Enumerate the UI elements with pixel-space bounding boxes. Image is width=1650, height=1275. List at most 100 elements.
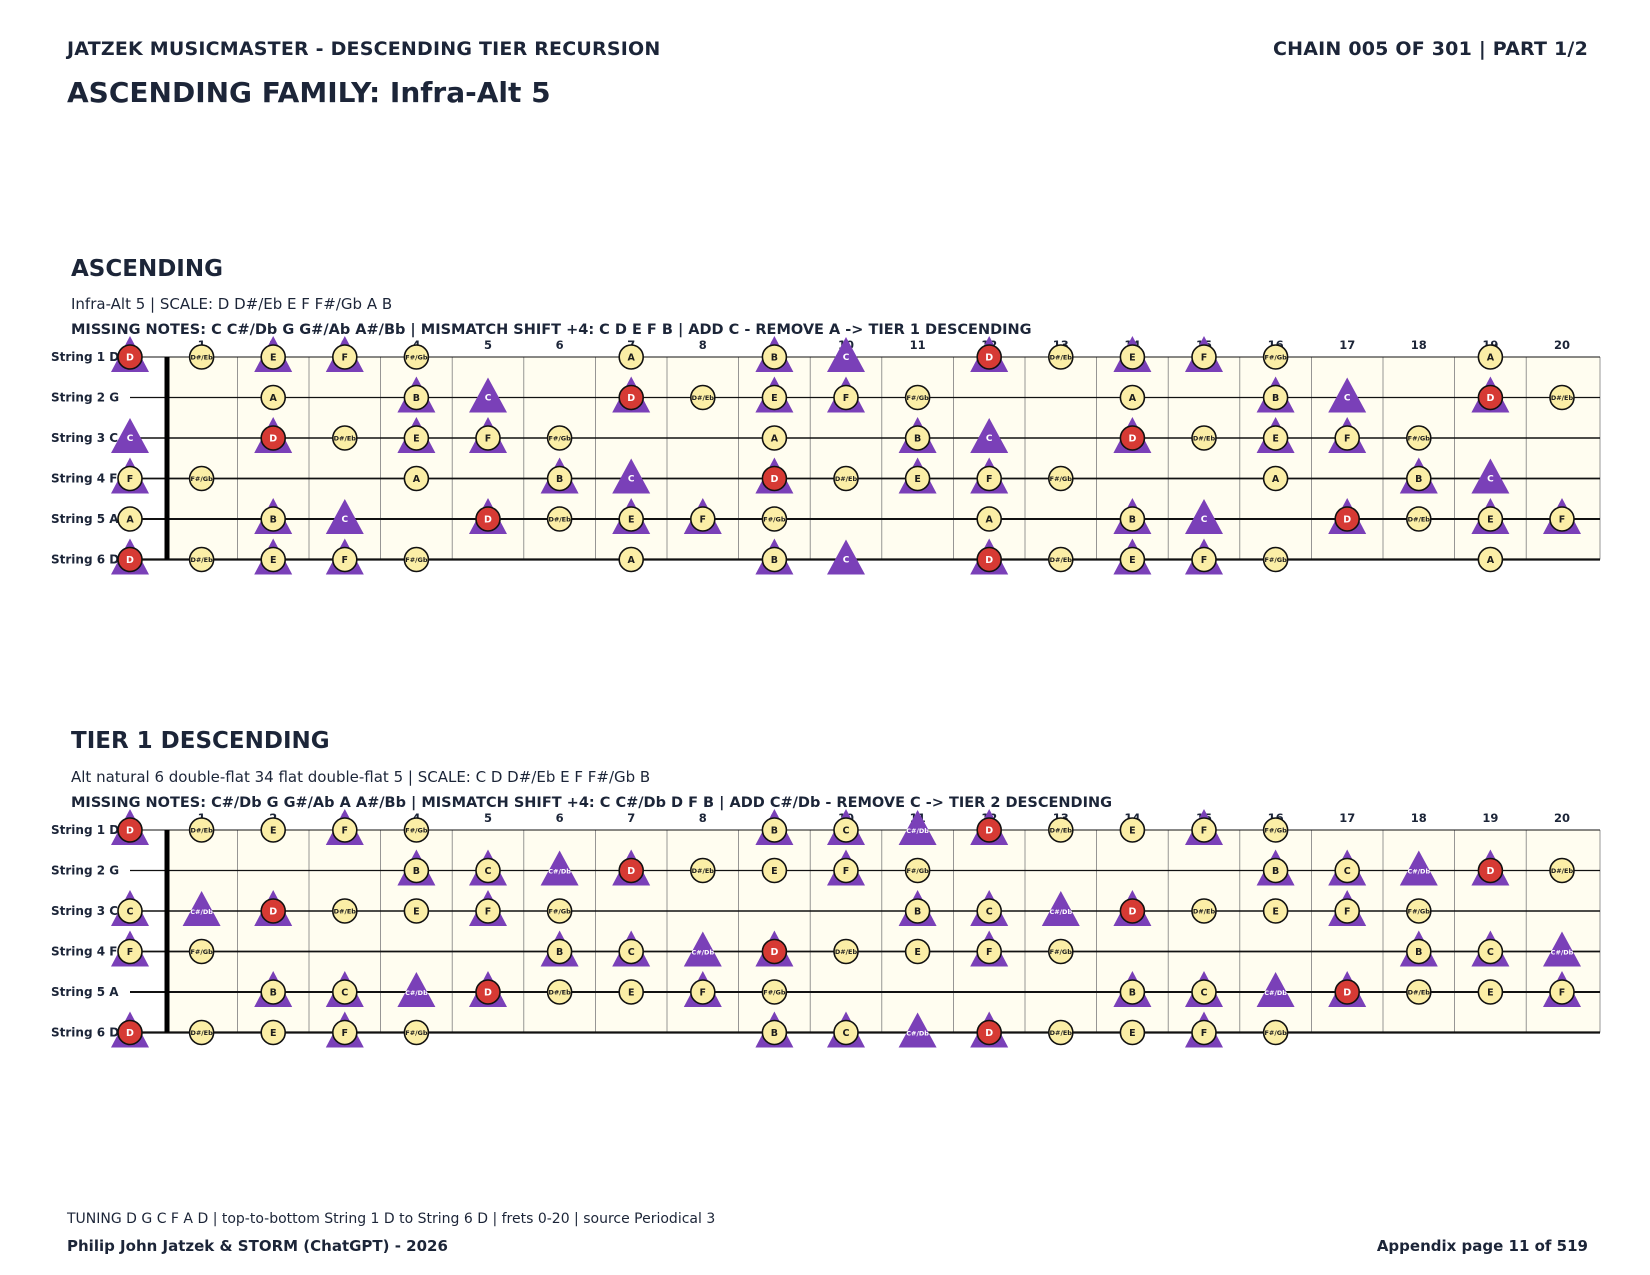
- scale-note-circle: [761, 1019, 788, 1046]
- note-label: D: [985, 555, 993, 566]
- note-label: F#/Gb: [1408, 435, 1431, 443]
- note-label: C: [127, 907, 134, 918]
- fret-number: 17: [1339, 811, 1355, 825]
- scale-note-circle: [904, 465, 931, 492]
- added-note-triangle: [111, 418, 149, 453]
- scale-note-circle: [331, 898, 358, 924]
- fretboard-background: [167, 830, 1600, 1033]
- note-label: B: [1415, 474, 1422, 485]
- note-label: D#/Eb: [334, 908, 357, 916]
- string-label: String 2 G: [51, 864, 119, 878]
- scale-note-circle: [188, 465, 215, 492]
- note-label: B: [1129, 988, 1136, 999]
- scale-note-circle: [833, 817, 859, 843]
- note-label: F: [342, 353, 349, 364]
- scale-note-circle: [689, 384, 716, 411]
- note-label: E: [413, 434, 420, 445]
- scale-note-circle: [904, 898, 931, 924]
- scale-note-circle: [331, 1019, 358, 1046]
- note-label: C: [341, 988, 348, 999]
- note-label: D#/Eb: [1551, 867, 1574, 875]
- note-label: D#/Eb: [190, 827, 213, 835]
- note-label: F#/Gb: [1264, 827, 1287, 835]
- note-label: D#/Eb: [692, 867, 715, 875]
- page-title: ASCENDING FAMILY: Infra-Alt 5: [67, 76, 551, 109]
- note-label: D: [126, 826, 134, 837]
- root-note-circle: [761, 465, 788, 492]
- note-label: F#/Gb: [763, 989, 786, 997]
- scale-note-circle: [1549, 384, 1575, 411]
- root-note-circle: [1119, 425, 1146, 451]
- scale-note-circle: [689, 979, 716, 1005]
- root-note-circle: [1477, 857, 1504, 884]
- root-note-circle: [976, 344, 1003, 370]
- note-label: C: [843, 826, 850, 837]
- scale-note-circle: [1048, 344, 1074, 370]
- note-label: F: [1201, 555, 1208, 566]
- scale-note-circle: [761, 817, 788, 843]
- root-note-circle: [260, 898, 287, 924]
- scale-note-circle: [1119, 1019, 1146, 1046]
- fret-number: 6: [556, 338, 564, 352]
- scale-note-circle: [1406, 465, 1432, 492]
- note-label: D#/Eb: [835, 475, 858, 483]
- note-label: D: [1486, 866, 1494, 877]
- note-label: A: [1487, 353, 1495, 364]
- scale-note-circle: [1262, 1019, 1289, 1046]
- scale-note-circle: [904, 384, 931, 411]
- note-label: F: [1201, 1028, 1208, 1039]
- note-label: C#/Db: [1551, 949, 1574, 957]
- note-label: F: [1344, 907, 1351, 918]
- note-label: D: [985, 826, 993, 837]
- note-label: A: [628, 353, 636, 364]
- added-note-triangle: [1399, 850, 1438, 886]
- scale-note-circle: [1048, 1019, 1074, 1046]
- scale-note-circle: [403, 344, 430, 370]
- scale-note-circle: [1191, 546, 1217, 573]
- root-note-circle: [475, 506, 501, 532]
- string-label: String 5 A: [51, 512, 119, 526]
- note-label: B: [1272, 393, 1279, 404]
- note-label: A: [126, 515, 134, 526]
- note-label: D: [627, 866, 635, 877]
- scale-note-circle: [117, 938, 143, 965]
- scale-note-circle: [331, 817, 358, 843]
- note-label: D: [1128, 434, 1136, 445]
- note-label: F#/Gb: [1264, 354, 1287, 362]
- note-label: F: [843, 866, 850, 877]
- scale-note-circle: [904, 425, 931, 451]
- fret-number: 18: [1411, 338, 1427, 352]
- note-label: C: [485, 394, 492, 404]
- note-label: D: [985, 1028, 993, 1039]
- note-label: B: [270, 988, 277, 999]
- note-label: B: [270, 515, 277, 526]
- added-note-triangle: [325, 499, 364, 534]
- scale-note-circle: [761, 857, 788, 884]
- note-label: D#/Eb: [548, 989, 571, 997]
- fret-number: 8: [699, 338, 707, 352]
- scale-note-circle: [689, 506, 716, 532]
- note-label: E: [1129, 555, 1136, 566]
- note-label: C: [1487, 475, 1494, 485]
- scale-note-circle: [1262, 898, 1289, 924]
- scale-note-circle: [260, 817, 287, 843]
- scale-note-circle: [976, 506, 1003, 532]
- note-label: F#/Gb: [190, 948, 213, 956]
- note-label: F: [342, 826, 349, 837]
- scale-note-circle: [976, 465, 1003, 492]
- note-label: D: [126, 555, 134, 566]
- scale-note-circle: [1477, 938, 1504, 965]
- note-label: E: [270, 1028, 277, 1039]
- fret-number: 11: [910, 338, 926, 352]
- note-label: D#/Eb: [1050, 354, 1073, 362]
- scale-note-circle: [1119, 384, 1146, 411]
- note-label: D: [269, 434, 277, 445]
- scale-note-circle: [188, 344, 215, 370]
- scale-note-circle: [403, 857, 430, 884]
- note-label: E: [628, 515, 635, 526]
- fret-number: 5: [484, 338, 492, 352]
- scale-note-circle: [1119, 979, 1146, 1005]
- note-label: F: [342, 555, 349, 566]
- note-label: D#/Eb: [548, 516, 571, 524]
- fret-number: 20: [1554, 811, 1570, 825]
